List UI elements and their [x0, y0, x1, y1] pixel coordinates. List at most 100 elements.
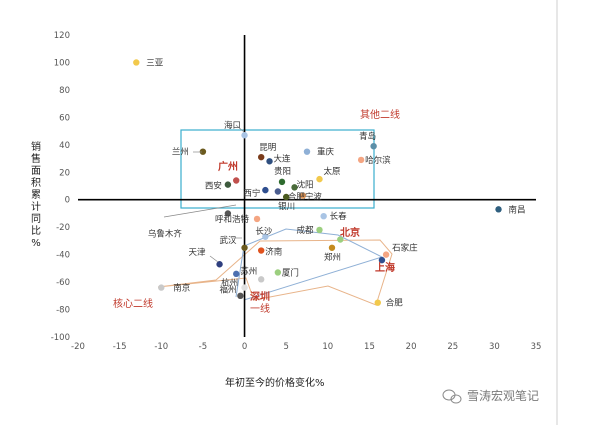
zone-label-core-tier2: 核心二线 — [113, 297, 153, 310]
data-point — [241, 284, 248, 291]
data-point — [320, 213, 327, 220]
point-label: 西宁 — [243, 188, 260, 199]
point-label: 乌鲁木齐 — [148, 228, 183, 239]
data-point — [258, 153, 265, 161]
x-tick-label: -5 — [199, 342, 207, 352]
point-label: 成都 — [296, 225, 314, 236]
x-tick-label: -15 — [113, 342, 127, 352]
data-point — [274, 269, 282, 276]
annotation-shapes — [157, 129, 393, 306]
data-point — [237, 292, 244, 300]
data-point — [278, 178, 286, 186]
x-tick-label: 0 — [242, 342, 247, 352]
y-tick-label: 40 — [59, 141, 70, 151]
y-axis-title: 销售面积累计同比% — [31, 140, 41, 249]
x-tick-label: 20 — [406, 342, 417, 352]
data-point — [282, 193, 290, 201]
x-tick-label: 5 — [283, 342, 288, 352]
x-tick-label: 25 — [447, 342, 458, 352]
point-label: 海口 — [224, 120, 241, 131]
data-point — [233, 177, 240, 184]
data-point — [258, 247, 265, 254]
point-label: 太原 — [323, 166, 340, 177]
watermark: 雪涛宏观笔记 — [442, 388, 539, 404]
data-points — [133, 59, 502, 306]
point-label: 天津 — [189, 247, 207, 258]
point-label: 哈尔滨 — [365, 155, 391, 166]
point-label: 呼和浩特 — [215, 214, 250, 225]
highlight-label-guangzhou: 广州 — [218, 160, 238, 173]
data-point — [299, 192, 307, 199]
point-label: 重庆 — [317, 147, 335, 158]
point-label: 福州 — [220, 285, 237, 296]
data-point — [274, 188, 282, 195]
data-point — [378, 256, 386, 264]
tick-labels: -20 -15 -10 -5 0 5 10 15 20 25 30 35 -100 -80 -60 -40 -2… — [51, 31, 542, 352]
point-label: 昆明 — [259, 143, 276, 153]
point-label: 长沙 — [255, 226, 273, 237]
y-tick-label: 120 — [54, 31, 70, 41]
data-point — [233, 270, 240, 278]
point-label: 郑州 — [324, 252, 341, 263]
data-point — [291, 184, 298, 191]
point-label: 贵阳 — [274, 166, 291, 177]
x-tick-label: -10 — [154, 342, 168, 352]
point-label: 青岛 — [359, 131, 376, 142]
point-label: 长春 — [330, 211, 348, 222]
wechat-icon — [442, 389, 462, 404]
point-label: 南京 — [173, 283, 190, 294]
data-point — [316, 175, 323, 183]
data-point — [262, 186, 269, 194]
point-label: 西安 — [205, 181, 222, 192]
point-label: 三亚 — [146, 58, 164, 68]
data-point — [241, 244, 248, 251]
y-tick-label: -100 — [51, 333, 70, 343]
y-tick-label: -20 — [56, 223, 70, 233]
data-point — [357, 156, 365, 164]
y-tick-label: 100 — [54, 58, 70, 68]
data-point — [224, 181, 232, 188]
highlight-label-shenzhen: 深圳 — [250, 290, 270, 303]
leader-lines — [163, 124, 245, 263]
point-label: 石家庄 — [392, 243, 418, 254]
other-tier2-box — [180, 129, 375, 209]
data-point — [158, 284, 165, 291]
data-point — [337, 236, 344, 243]
point-label: 银川 — [278, 201, 295, 212]
data-point — [216, 261, 223, 268]
x-tick-label: 10 — [322, 342, 333, 352]
data-point — [199, 148, 207, 155]
x-tick-label: 30 — [489, 342, 500, 352]
point-label: 南昌 — [509, 204, 526, 215]
point-label: 宁波 — [305, 192, 323, 203]
highlight-label-tier1: 一线 — [250, 302, 270, 315]
y-tick-label: 0 — [65, 196, 70, 206]
data-point — [303, 148, 311, 155]
highlight-label-shanghai: 上海 — [375, 261, 395, 274]
data-point — [133, 59, 140, 66]
point-label: 合肥 — [386, 298, 404, 309]
point-label: 杭州 — [221, 277, 238, 288]
point-label: 厦门 — [282, 267, 299, 278]
zone-label-other-tier2: 其他二线 — [360, 108, 400, 121]
data-point — [328, 244, 336, 251]
data-point — [495, 206, 502, 213]
point-label: 沈阳 — [297, 179, 314, 190]
point-label: 兰州 — [172, 147, 189, 158]
core-tier2-outline — [157, 239, 393, 306]
data-point — [370, 142, 377, 150]
x-tick-label: 35 — [531, 342, 542, 352]
x-tick-label: 15 — [364, 342, 375, 352]
y-tick-label: -60 — [56, 278, 70, 288]
point-label: 大连 — [274, 153, 292, 164]
point-label: 济南 — [265, 247, 282, 258]
data-point — [253, 215, 261, 223]
data-point — [316, 226, 323, 234]
x-axis-title: 年初至今的价格变化% — [225, 376, 325, 389]
point-label: 苏州 — [240, 266, 257, 277]
data-point — [382, 251, 390, 258]
watermark-text: 雪涛宏观笔记 — [467, 388, 539, 403]
tier1-outline — [235, 228, 384, 301]
data-point — [374, 299, 381, 306]
